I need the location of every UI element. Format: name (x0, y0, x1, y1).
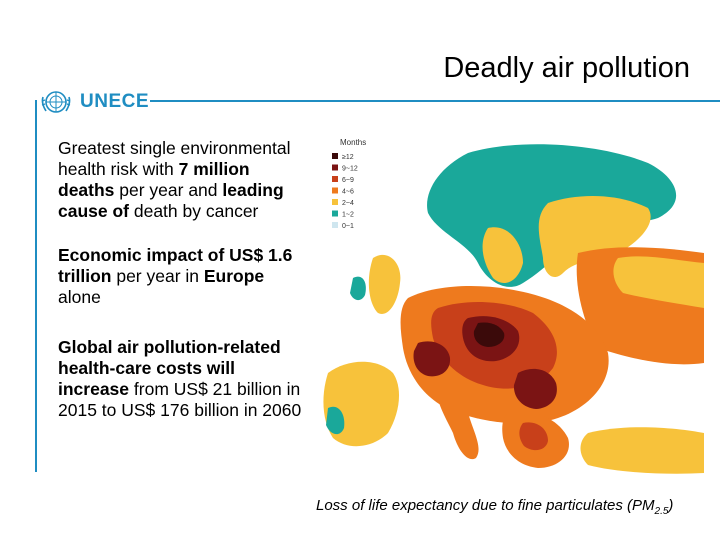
legend-swatch (332, 164, 338, 171)
unece-logo: UNECE (38, 87, 149, 117)
bullet-bold: Europe (203, 266, 265, 286)
europe-map-graphic: Months ≥12 9~12 6~9 4~6 2~4 1~2 0~1 (318, 133, 704, 478)
bullet-bold: leading cause of (58, 180, 284, 221)
legend-label: 9~12 (342, 166, 358, 173)
legend-swatch (332, 210, 338, 217)
map-caption: Loss of life expectancy due to fine part… (316, 497, 673, 517)
legend-title: Months (340, 138, 366, 147)
bullet-bold: 7 million deaths (58, 159, 250, 200)
caption-subscript: 2.5 (654, 506, 669, 517)
legend-swatch (332, 187, 338, 194)
title-rule (150, 100, 720, 102)
legend-label: 0~1 (342, 223, 354, 230)
pollution-map: Months ≥12 9~12 6~9 4~6 2~4 1~2 0~1 (318, 133, 704, 478)
legend-label: 4~6 (342, 189, 354, 196)
legend-swatch (332, 199, 338, 205)
bullet-text: per year in (111, 266, 204, 286)
legend-swatch (332, 153, 338, 159)
legend-label: 1~2 (342, 212, 354, 219)
legend-label: 2~4 (342, 200, 354, 207)
map-legend: Months (340, 138, 366, 147)
bullet-bold: Economic impact of US$ 1.6 trillion (58, 245, 293, 286)
caption-close: ) (668, 497, 674, 514)
legend-label: 6~9 (342, 177, 354, 184)
bullet-health-costs: Global air pollution-related health-care… (58, 337, 303, 421)
bullet-text: Greatest single environmental health ris… (58, 138, 291, 179)
bullet-text: from US$ 21 billion in 2015 to US$ 176 b… (58, 379, 302, 420)
un-emblem-icon (41, 91, 71, 113)
bullet-health-risk: Greatest single environmental health ris… (58, 138, 303, 222)
bullet-text: alone (58, 287, 101, 307)
legend-swatch (332, 176, 338, 182)
logo-text: UNECE (80, 91, 150, 112)
slide-title: Deadly air pollution (443, 52, 690, 84)
legend-swatch (332, 222, 338, 228)
bullet-text: death by cancer (129, 201, 259, 221)
caption-text: Loss of life expectancy due to fine part… (316, 497, 655, 514)
bullet-text: per year and (114, 180, 223, 200)
bullet-bold: Global air pollution-related health-care… (58, 337, 281, 399)
left-rule (35, 100, 37, 472)
bullet-list: Greatest single environmental health ris… (58, 138, 303, 444)
bullet-economic-impact: Economic impact of US$ 1.6 trillion per … (58, 245, 303, 308)
legend-label: ≥12 (342, 154, 354, 161)
